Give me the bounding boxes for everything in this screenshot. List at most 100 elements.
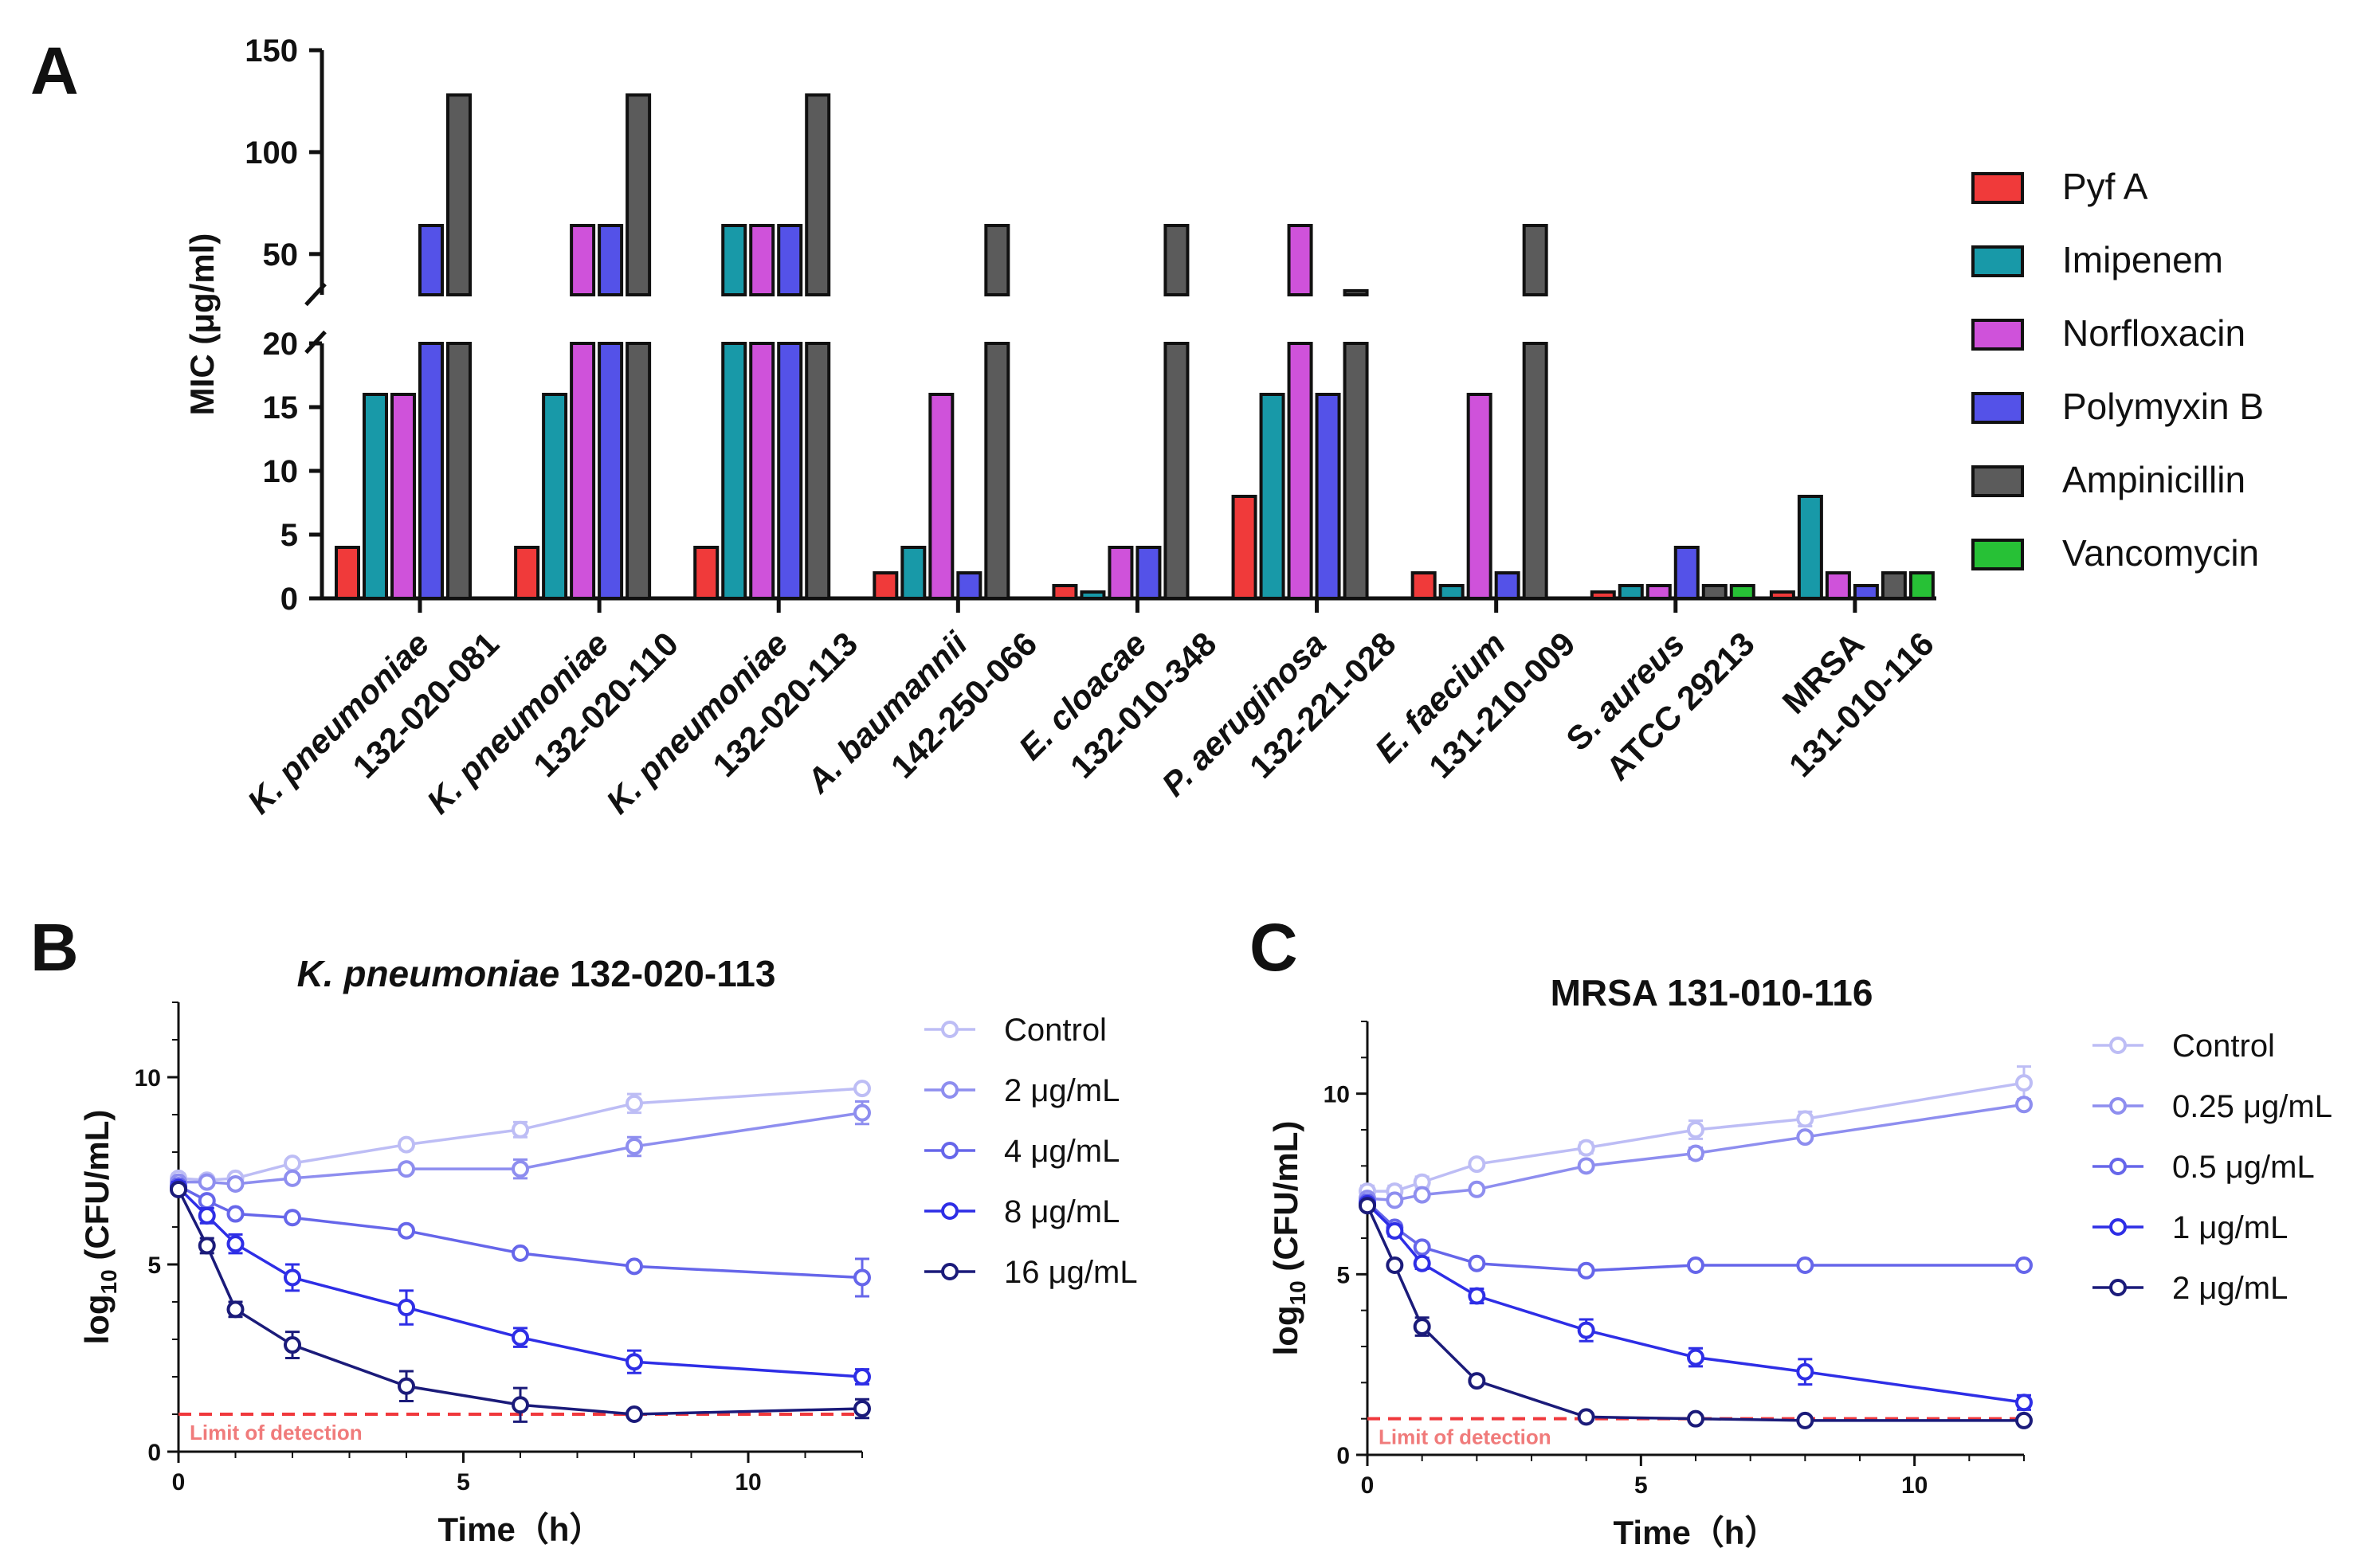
- data-point-16-g-ml: [398, 1377, 415, 1395]
- data-point-2-g-ml: [284, 1169, 301, 1187]
- data-point-4-g-ml: [626, 1257, 643, 1276]
- legend-label-2-g-ml: 2 μg/mL: [2172, 1271, 2288, 1306]
- legend-label-vancomycin: Vancomycin: [2062, 532, 2259, 574]
- bar-polymyxin-b-132-020-081-lower: [418, 342, 444, 600]
- data-point-0-5-g-ml: [1577, 1261, 1595, 1280]
- data-point-2-g-ml: [1796, 1411, 1814, 1429]
- data-point-control: [1577, 1139, 1595, 1157]
- bar-norfloxacin-132-020-110-lower: [570, 342, 596, 600]
- data-point-control: [1468, 1155, 1486, 1174]
- bar-imipenem-132-020-113-lower: [721, 342, 747, 600]
- category-label: S. aureusATCC 29213: [1559, 590, 1762, 793]
- data-point-4-g-ml: [512, 1244, 529, 1262]
- data-point-4-g-ml: [198, 1192, 216, 1210]
- data-point-0-5-g-ml: [1413, 1238, 1431, 1256]
- category-label: K. pneumoniae132-020-113: [598, 590, 865, 856]
- bar-imipenem-132-221-028: [1259, 393, 1285, 600]
- bar-ampinicillin-132-010-348-lower: [1163, 342, 1190, 600]
- x-axis-title: Time（h）: [438, 1511, 603, 1548]
- data-point-control: [1796, 1110, 1814, 1128]
- data-point-8-g-ml: [512, 1328, 529, 1347]
- data-point-2-g-ml: [1468, 1372, 1486, 1390]
- bar-pyf-a-142-250-066: [873, 571, 899, 600]
- bar-norfloxacin-131-210-009: [1466, 393, 1492, 600]
- bar-pyf-a-132-020-113: [693, 546, 720, 600]
- data-point-2-g-ml: [2015, 1411, 2033, 1429]
- data-point-4-g-ml: [398, 1221, 415, 1240]
- legend-marker-4-g-ml: [941, 1142, 959, 1159]
- data-point-2-g-ml: [1359, 1197, 1376, 1215]
- data-point-2-g-ml: [1687, 1409, 1704, 1428]
- data-point-1-g-ml: [1386, 1221, 1404, 1240]
- y-axis-title-rest: (CFU/mL): [78, 1110, 116, 1270]
- data-point-0-25-g-ml: [1386, 1191, 1404, 1209]
- legend-label-pyf-a: Pyf A: [2062, 166, 2148, 207]
- x-tick-label-0: 0: [172, 1469, 186, 1495]
- bar-polymyxin-b-132-020-110-upper: [598, 224, 624, 296]
- data-point-8-g-ml: [226, 1235, 245, 1253]
- chart-title: MRSA 131-010-116: [1551, 972, 1873, 1013]
- panel-label-c: C: [1249, 910, 1298, 985]
- bar-norfloxacin-132-010-348: [1108, 546, 1134, 600]
- bar-norfloxacin-131-010-116: [1825, 571, 1851, 600]
- data-point-1-g-ml: [1413, 1254, 1431, 1272]
- bar-ampinicillin-132-020-113-upper: [805, 93, 831, 296]
- data-point-0-25-g-ml: [2015, 1096, 2033, 1114]
- series-line-2-g-ml: [1366, 1205, 2024, 1422]
- y-axis-title: log10 (CFU/mL): [78, 1110, 121, 1345]
- axis-break-mark: [304, 282, 327, 307]
- data-point-2-g-ml: [1577, 1408, 1595, 1426]
- chart-title-rest: MRSA 131-010-116: [1551, 972, 1873, 1013]
- y-tick-label-10: 10: [135, 1065, 161, 1092]
- legend-label-2-g-ml: 2 μg/mL: [1004, 1073, 1120, 1108]
- category-label: K. pneumoniae132-020-081: [240, 590, 506, 856]
- data-point-control: [853, 1080, 871, 1098]
- limit-of-detection-label: Limit of detection: [1379, 1425, 1551, 1449]
- data-point-control: [2015, 1074, 2033, 1092]
- y-tick-label-20: 20: [263, 327, 299, 362]
- y-tick-label-150: 150: [245, 33, 298, 69]
- bar-ampinicillin-131-210-009-lower: [1522, 342, 1548, 600]
- data-point-0-25-g-ml: [1413, 1186, 1431, 1204]
- x-tick-label-0: 0: [1361, 1472, 1375, 1499]
- y-tick-label-5: 5: [280, 518, 298, 553]
- data-point-1-g-ml: [1468, 1287, 1486, 1305]
- y-tick-label-50: 50: [263, 237, 299, 272]
- y-tick-label-5: 5: [1336, 1262, 1350, 1288]
- x-tick-label-10: 10: [735, 1469, 761, 1495]
- bar-pyf-a-132-020-110: [514, 546, 540, 600]
- data-point-0-25-g-ml: [1687, 1144, 1704, 1162]
- bar-ampinicillin-132-221-028-upper: [1343, 288, 1369, 296]
- y-axis-title: log10 (CFU/mL): [1267, 1121, 1310, 1356]
- bar-imipenem-atcc-29213: [1618, 584, 1644, 600]
- series-line-4-g-ml: [178, 1184, 863, 1280]
- category-label: E. faecium131-210-009: [1367, 590, 1582, 804]
- legend-label-0-5-g-ml: 0.5 μg/mL: [2172, 1150, 2315, 1185]
- data-point-16-g-ml: [198, 1237, 216, 1255]
- data-point-8-g-ml: [284, 1268, 301, 1287]
- bar-norfloxacin-132-221-028-upper: [1287, 224, 1313, 296]
- legend-swatch-norfloxacin: [1971, 319, 2024, 351]
- bar-polymyxin-b-132-221-028: [1315, 393, 1341, 600]
- legend-swatch-pyf-a: [1971, 172, 2024, 204]
- bar-polymyxin-b-132-010-348: [1135, 546, 1162, 600]
- bar-polymyxin-b-142-250-066: [956, 571, 982, 600]
- bar-polymyxin-b-atcc-29213: [1673, 546, 1700, 600]
- data-point-16-g-ml: [853, 1399, 871, 1417]
- x-tick-label-10: 10: [1901, 1472, 1928, 1499]
- data-point-2-g-ml: [512, 1160, 529, 1178]
- legend-label-polymyxin-b: Polymyxin B: [2062, 386, 2264, 427]
- legend-swatch-vancomycin: [1971, 539, 2024, 570]
- bar-ampinicillin-132-020-113-lower: [805, 342, 831, 600]
- legend-label-imipenem: Imipenem: [2062, 239, 2223, 280]
- y-tick-label-10: 10: [1324, 1082, 1350, 1108]
- bar-pyf-a-131-010-116: [1769, 590, 1795, 600]
- y-axis-title-main: log: [78, 1294, 116, 1344]
- y-tick-label-15: 15: [263, 390, 299, 425]
- data-point-2-g-ml: [398, 1160, 415, 1178]
- legend-label-ampinicillin: Ampinicillin: [2062, 459, 2245, 500]
- bar-norfloxacin-142-250-066: [928, 393, 955, 600]
- data-point-8-g-ml: [626, 1353, 643, 1371]
- legend-marker-0-25-g-ml: [2109, 1097, 2127, 1115]
